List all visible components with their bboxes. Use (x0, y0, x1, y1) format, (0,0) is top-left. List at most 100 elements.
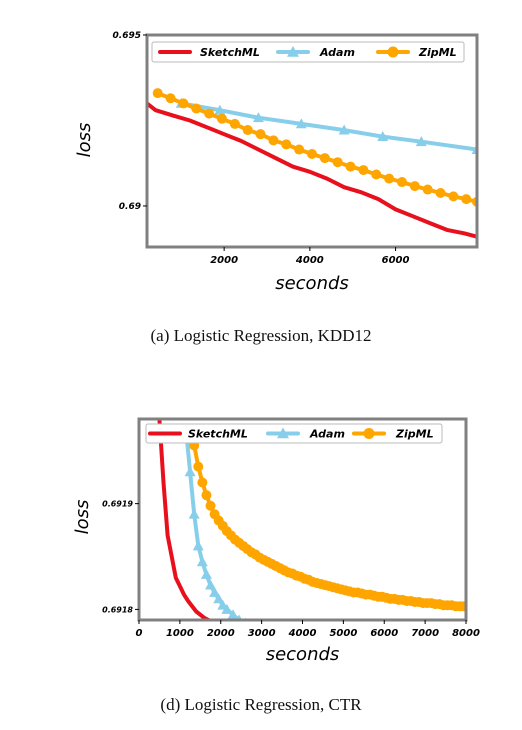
chart-a-xtick-label: 2000 (210, 255, 238, 266)
chart-a-xtick-label: 6000 (382, 255, 410, 266)
chart-a-legend-sketchml-label: SketchML (200, 46, 260, 59)
chart-d-plot-area (157, 419, 466, 638)
chart-d-ytick-label: 0.6919 (102, 500, 133, 509)
chart-d-adam-point (277, 627, 288, 637)
chart-a-zipml-point (358, 165, 369, 176)
chart-d-xtick-label: 6000 (370, 628, 398, 639)
chart-a-xtick-label: 4000 (295, 255, 324, 266)
chart-a-adam-line (179, 101, 477, 152)
chart-a-zipml-point (448, 191, 459, 202)
chart-a-legend-adam-label: Adam (319, 46, 355, 59)
chart-a-ytick-label: 0.695 (113, 31, 141, 41)
chart-d-series-zipml (189, 440, 466, 612)
chart-a-legend: SketchML Adam ZipML (151, 41, 465, 63)
chart-a-legend-marker (387, 46, 399, 58)
chart-d-legend: SketchML Adam ZipML (145, 423, 443, 444)
chart-d-adam-point (358, 628, 369, 638)
chart-d-zipml-point (197, 477, 208, 488)
chart-a-zipml-point (307, 148, 317, 159)
chart-a-series-sketchml (147, 101, 477, 239)
chart-d-zipml-point (458, 601, 466, 612)
chart-a-adam-point (338, 124, 350, 135)
chart-a-adam-point (252, 112, 264, 123)
chart-a-zipml-point (319, 153, 330, 164)
chart-a-series-zipml (152, 88, 477, 207)
chart-a-zipml-point (461, 194, 472, 205)
chart-d-caption: (d) Logistic Regression, CTR (160, 695, 362, 714)
chart-d-xtick-label: 8000 (452, 628, 480, 639)
chart-a-plot-area (147, 88, 477, 239)
chart-a-xlabel: seconds (275, 273, 349, 294)
chart-a-zipml-point (229, 118, 240, 129)
chart-d-adam-point (317, 628, 328, 638)
chart-a-series-adam (175, 97, 477, 154)
chart-d-xtick-label: 5000 (329, 628, 357, 639)
chart-d-xtick-label: 3000 (248, 628, 276, 639)
chart-a-zipml-point (371, 169, 382, 180)
chart-d-xtick-label: 7000 (411, 628, 439, 639)
chart-d-xtick-label: 4000 (288, 628, 317, 639)
chart-d-adam-point (440, 628, 451, 638)
chart-d-series-sketchml (157, 419, 213, 620)
chart-d-adam-point (196, 556, 208, 567)
chart-d-adam-point (399, 628, 410, 638)
chart-d-zipml-point (193, 461, 204, 472)
chart-d: 0.6918 0.6919 0 1000 2000 3000 4000 5000 6000 700… (72, 417, 480, 665)
chart-a-zipml-point (204, 108, 215, 119)
chart-a-zipml-point (165, 93, 176, 104)
chart-d-adam-point (192, 540, 204, 551)
chart-a-zipml-point (422, 184, 433, 195)
chart-d-adam-point (205, 579, 217, 590)
chart-d-zipml-point (205, 500, 216, 511)
chart-d-series-adam (180, 424, 451, 638)
chart-a-zipml-point (217, 113, 227, 124)
chart-d-legend-sketchml-label: SketchML (188, 428, 248, 441)
chart-d-xtick-label: 2000 (207, 628, 235, 639)
chart-a-zipml-point (435, 187, 446, 198)
chart-a-ylabel: loss (74, 123, 95, 158)
chart-a: 0.69 0.695 2000 4000 6000 seconds loss SketchML… (74, 31, 479, 294)
chart-d-sketchml-line (157, 419, 213, 620)
chart-a-legend-marker (287, 46, 299, 57)
chart-d-ytick-label: 0.6918 (102, 605, 133, 614)
chart-a-sketchml-line (147, 101, 477, 239)
chart-d-legend-marker (277, 427, 289, 439)
chart-d-ylabel: loss (72, 500, 93, 535)
chart-a-caption: (a) Logistic Regression, KDD12 (150, 326, 372, 345)
chart-a-zipml-point (409, 181, 420, 192)
chart-a-zipml-point (242, 125, 253, 136)
chart-d-legend-zipml-label: ZipML (395, 428, 434, 441)
chart-d-legend-adam-label: Adam (309, 428, 345, 441)
chart-a-zipml-point (345, 161, 356, 172)
chart-a-legend-zipml-label: ZipML (418, 46, 457, 59)
chart-a-adam-point (214, 104, 226, 115)
chart-d-adam-point (200, 569, 212, 579)
chart-a-zipml-point (255, 129, 266, 140)
chart-d-xtick-label: 0 (136, 628, 143, 639)
chart-a-zipml-point (384, 173, 395, 184)
chart-a-zipml-point (178, 98, 189, 109)
chart-a-zipml-point (191, 103, 202, 114)
chart-d-xlabel: seconds (266, 644, 340, 665)
chart-a-zipml-point (152, 88, 163, 99)
chart-d-xtick-label: 1000 (166, 628, 194, 639)
chart-a-zipml-point (281, 139, 292, 150)
chart-a-zipml-point (332, 157, 343, 168)
chart-d-legend-marker (363, 428, 375, 439)
chart-a-adam-point (415, 136, 427, 147)
chart-a-zipml-point (294, 144, 305, 155)
chart-a-adam-point (377, 131, 389, 141)
chart-d-adam-point (221, 603, 233, 614)
chart-d-adam-point (227, 609, 239, 620)
chart-d-adam-point (209, 586, 221, 597)
chart-d-adam-point (188, 508, 200, 519)
chart-d-adam-point (184, 466, 196, 477)
chart-d-zipml-point (201, 490, 212, 501)
chart-d-adam-point (213, 593, 225, 604)
chart-a-zipml-point (268, 135, 279, 146)
chart-a-zipml-point (397, 177, 407, 188)
chart-a-adam-point (295, 118, 307, 129)
chart-a-frame (145, 33, 479, 249)
chart-a-ytick-label: 0.69 (119, 202, 141, 212)
